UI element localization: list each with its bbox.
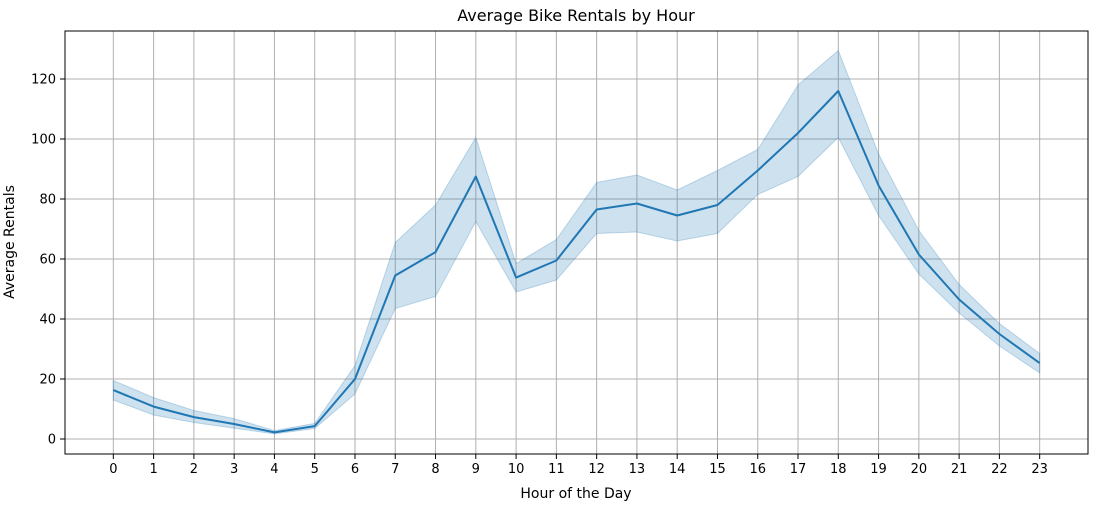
- x-tick-label: 18: [830, 462, 847, 477]
- x-tick-label: 5: [311, 462, 319, 477]
- x-tick-label: 12: [588, 462, 605, 477]
- series-line: [112, 90, 1041, 434]
- y-tick-label: 120: [31, 73, 56, 88]
- x-tick-label: 14: [669, 462, 686, 477]
- x-tick-label: 15: [709, 462, 726, 477]
- grid: [65, 31, 1088, 454]
- x-tick-label: 16: [749, 462, 766, 477]
- y-axis-label: Average Rentals: [2, 185, 18, 299]
- y-tick-label: 20: [39, 373, 56, 388]
- x-tick-label: 9: [472, 462, 480, 477]
- x-tick-label: 4: [270, 462, 278, 477]
- x-tick-label: 20: [911, 462, 928, 477]
- confidence-band: [112, 49, 1041, 435]
- y-tick-label: 80: [39, 193, 56, 208]
- x-tick-label: 21: [951, 462, 968, 477]
- y-tick-label: 40: [39, 313, 56, 328]
- x-tick-label: 22: [991, 462, 1008, 477]
- y-axis-ticks: 0 20 40 60 80 100 120: [31, 73, 65, 448]
- x-tick-label: 7: [391, 462, 399, 477]
- y-tick-label: 60: [39, 253, 56, 268]
- y-tick-label: 100: [31, 133, 56, 148]
- x-tick-label: 23: [1031, 462, 1048, 477]
- x-tick-label: 3: [230, 462, 238, 477]
- x-tick-label: 19: [870, 462, 887, 477]
- x-tick-label: 10: [508, 462, 525, 477]
- x-tick-label: 6: [351, 462, 359, 477]
- x-axis-ticks: 0 1 2 3 4 5 6 7 8 9 10 11 12 13 14 15 16 17 18 19 20 21 22 23: [109, 454, 1048, 477]
- y-tick-label: 0: [48, 433, 56, 448]
- x-tick-label: 13: [629, 462, 646, 477]
- x-axis-label: Hour of the Day: [520, 486, 631, 502]
- x-tick-label: 17: [790, 462, 807, 477]
- x-tick-label: 0: [109, 462, 117, 477]
- x-tick-label: 11: [548, 462, 565, 477]
- plot-frame: [64, 30, 1089, 455]
- x-tick-label: 8: [431, 462, 439, 477]
- x-tick-label: 1: [149, 462, 157, 477]
- chart-title: Average Bike Rentals by Hour: [457, 6, 695, 25]
- x-tick-label: 2: [190, 462, 198, 477]
